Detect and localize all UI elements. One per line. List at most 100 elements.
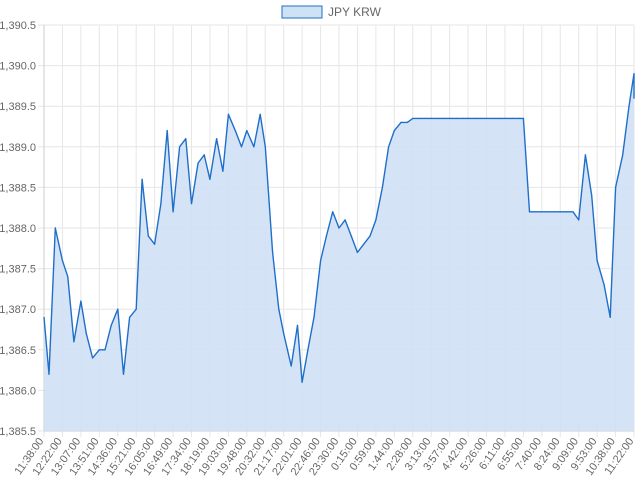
data-point — [179, 146, 181, 148]
y-tick-label: 1,388.0 — [0, 223, 36, 235]
data-point — [449, 117, 451, 119]
data-point — [160, 203, 162, 205]
data-point — [628, 105, 630, 107]
data-point — [67, 276, 69, 278]
y-tick-label: 1,389.0 — [0, 142, 36, 154]
y-tick-label: 1,390.0 — [0, 61, 36, 73]
x-axis: 11:38:0012:22:0013:07:0013:51:0014:36:00… — [13, 430, 636, 478]
y-tick-label: 1,386.5 — [0, 345, 36, 357]
y-tick-label: 1,388.5 — [0, 182, 36, 194]
data-point — [135, 308, 137, 310]
data-point — [430, 117, 432, 119]
data-point — [147, 235, 149, 237]
data-point — [48, 373, 50, 375]
data-point — [535, 211, 537, 213]
data-point — [633, 73, 635, 75]
data-point — [43, 316, 45, 318]
data-point — [296, 324, 299, 326]
data-point — [61, 259, 64, 262]
y-tick-label: 1,387.0 — [0, 304, 36, 316]
data-point — [129, 316, 131, 318]
plot-area — [43, 73, 635, 431]
data-point — [92, 357, 94, 359]
data-point — [272, 251, 274, 253]
data-point — [615, 186, 617, 188]
data-point — [633, 97, 635, 99]
data-point — [412, 117, 414, 119]
data-point — [313, 316, 315, 318]
data-point — [80, 300, 82, 302]
data-point — [393, 130, 395, 132]
data-point — [499, 117, 501, 119]
data-point — [190, 203, 193, 205]
data-point — [85, 333, 87, 335]
y-tick-label: 1,385.5 — [0, 426, 36, 438]
data-point — [54, 227, 56, 229]
data-point — [456, 117, 458, 119]
data-point — [425, 117, 427, 119]
data-point — [227, 113, 229, 115]
data-point — [375, 219, 377, 221]
y-tick-label: 1,389.5 — [0, 101, 36, 113]
data-point — [566, 211, 568, 213]
data-point — [462, 117, 464, 119]
data-point — [444, 117, 446, 119]
data-point — [290, 365, 292, 367]
data-point — [437, 117, 439, 119]
data-point — [166, 130, 168, 132]
data-point — [591, 194, 593, 197]
data-point — [320, 259, 322, 262]
series-line-jpy-krw — [43, 73, 635, 383]
data-point — [481, 117, 483, 119]
data-point — [246, 130, 248, 132]
y-tick-label: 1,387.5 — [0, 264, 36, 276]
data-point — [234, 130, 236, 132]
data-point — [528, 211, 531, 213]
y-tick-label: 1,386.0 — [0, 385, 36, 397]
data-point — [240, 146, 243, 148]
data-point — [98, 349, 100, 351]
data-point — [141, 178, 143, 180]
data-point — [475, 117, 477, 119]
data-point — [541, 211, 543, 213]
data-point — [253, 146, 255, 148]
data-point — [73, 341, 75, 343]
data-point — [122, 373, 125, 375]
legend-swatch — [281, 5, 323, 19]
data-point — [363, 243, 365, 245]
data-point — [388, 146, 390, 148]
data-point — [203, 154, 205, 156]
data-point — [622, 154, 624, 156]
data-point — [307, 349, 309, 351]
data-point — [222, 170, 224, 172]
data-point — [584, 154, 587, 156]
data-point — [419, 117, 421, 119]
data-point — [578, 219, 580, 221]
data-point — [104, 349, 106, 351]
data-point — [381, 186, 383, 188]
data-point — [596, 259, 598, 262]
data-point — [278, 308, 280, 310]
data-point — [467, 117, 469, 119]
legend[interactable]: JPY KRW — [281, 5, 382, 19]
data-point — [406, 121, 408, 123]
data-point — [332, 211, 334, 213]
data-point — [553, 211, 556, 213]
data-point — [154, 243, 156, 245]
data-point — [512, 117, 514, 119]
data-point — [350, 235, 352, 237]
data-point — [572, 211, 574, 213]
data-point — [369, 235, 371, 237]
data-point — [283, 333, 285, 335]
data-point — [301, 381, 303, 383]
data-point — [325, 235, 327, 237]
data-point — [117, 308, 119, 310]
data-point — [493, 117, 495, 119]
data-point — [172, 211, 174, 213]
data-point — [603, 284, 605, 286]
data-point — [504, 117, 506, 119]
data-point — [609, 316, 611, 318]
y-axis: 1,385.5 1,386.0 1,386.5 1,387.0 1,387.5 1,388… — [0, 20, 45, 438]
data-point — [559, 211, 561, 213]
